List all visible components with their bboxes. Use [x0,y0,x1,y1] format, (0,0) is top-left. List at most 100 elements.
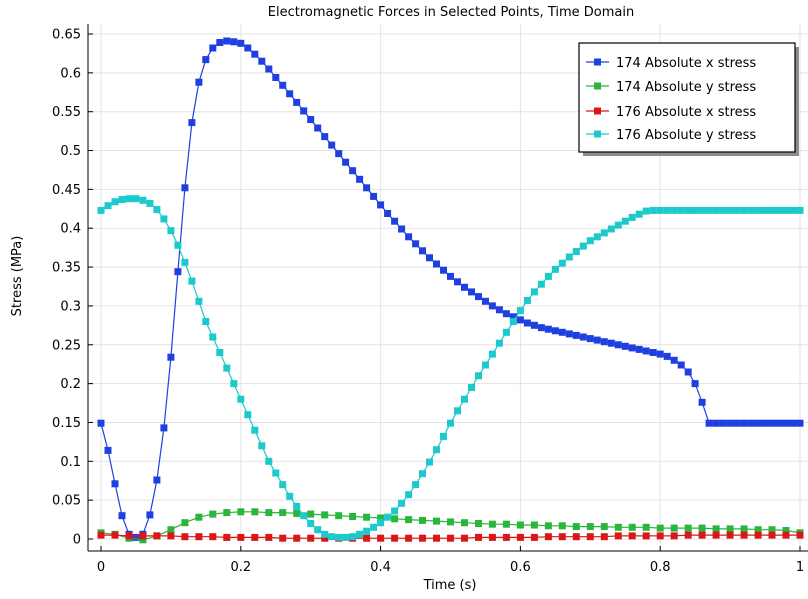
data-point [405,491,413,499]
data-point [265,509,273,517]
data-point [754,206,762,214]
data-point [433,446,440,454]
data-point [628,532,636,540]
data-point [579,333,587,341]
series-4 [97,195,804,541]
data-point [426,254,433,262]
y-tick-label: 0 [73,533,81,548]
data-point [181,258,189,266]
data-point [139,532,147,540]
data-point [698,524,706,532]
data-point [614,523,622,531]
data-point [593,233,601,241]
data-point [677,206,685,214]
data-point [656,532,664,540]
data-point [363,527,371,535]
data-point [544,325,552,333]
data-point [118,512,126,520]
data-point [796,206,804,214]
data-point [139,196,147,204]
data-point [440,266,447,274]
data-point [698,206,706,214]
data-point [705,419,713,427]
data-point [328,533,336,541]
data-point [775,206,783,214]
data-point [97,531,105,539]
y-tick-label: 0.1 [60,455,81,470]
data-point [237,533,245,541]
legend-item: 174 Absolute y stress [586,80,756,95]
data-point [740,525,748,533]
data-point [419,247,426,255]
data-point [482,361,489,369]
data-point [293,502,301,510]
y-tick-label: 0.25 [52,338,81,353]
data-point [230,38,238,46]
data-point [607,225,615,233]
y-tick-label: 0.2 [60,377,81,392]
y-tick-label: 0.55 [52,105,81,120]
legend-item: 176 Absolute y stress [586,128,756,143]
data-point [684,524,692,532]
data-point [558,533,566,541]
data-point [509,318,517,325]
data-point [502,310,510,318]
data-point [768,206,776,214]
data-point [747,419,755,427]
data-point [789,419,797,427]
data-point [160,424,168,432]
legend-swatch-marker [594,130,601,138]
data-point [363,184,371,192]
data-point [258,57,266,65]
data-point [391,534,399,542]
data-point [684,531,692,539]
data-point [572,523,580,531]
data-point [391,507,399,515]
data-point [649,349,657,356]
data-point [300,107,308,115]
data-point [495,306,503,314]
legend-label: 174 Absolute y stress [616,80,756,95]
data-point [537,280,545,288]
axes-layer: 0 0.2 0.4 0.6 0.8 1 0 0.05 0.1 0.15 0.2 0.25 0.3 0.35… [52,24,808,575]
data-point [593,336,601,344]
data-point [495,339,503,347]
data-point [586,533,594,541]
data-point [307,116,315,123]
data-point [712,525,720,533]
data-point [335,533,343,541]
data-point [167,227,175,235]
data-point [286,492,294,500]
data-point [502,520,510,528]
x-tick-label: 0.2 [230,560,251,575]
data-point [488,520,496,528]
y-tick-label: 0.3 [60,299,81,314]
data-point [251,50,259,58]
data-point [251,533,259,541]
data-point [307,534,315,542]
data-point [447,272,454,280]
data-point [600,338,608,346]
data-point [628,344,636,352]
data-point [377,514,385,522]
data-point [754,419,762,427]
data-point [649,206,657,214]
data-point [223,533,231,541]
data-point [482,297,489,305]
data-point [502,533,510,541]
data-point [279,81,287,89]
data-point [398,225,406,233]
data-point [167,532,175,540]
legend: 174 Absolute x stress 174 Absolute y stre… [578,42,799,156]
y-axis-label: Stress (MPa) [10,236,25,317]
data-point [572,533,580,541]
data-point [363,534,371,542]
data-point [139,536,147,544]
data-point [740,531,748,539]
data-point [551,327,559,335]
data-point [328,141,336,149]
data-point [363,513,371,521]
data-point [405,534,413,542]
data-point [782,419,790,427]
data-point [663,206,671,214]
